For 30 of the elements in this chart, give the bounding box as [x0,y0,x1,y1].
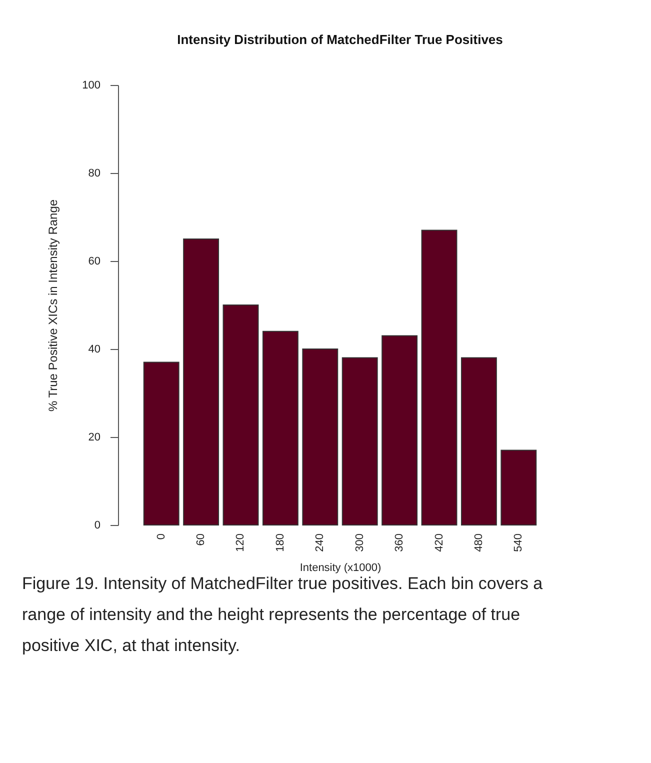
bar [460,357,497,526]
x-tick-label: 0 [155,534,168,540]
x-tick-label: 180 [274,534,286,552]
bar [302,348,338,526]
y-tick-label: 20 [88,432,100,444]
y-tick-label: 100 [82,80,100,92]
bar [222,304,259,526]
x-tick-label: 300 [354,534,366,552]
bar [500,450,537,526]
bar [183,238,220,526]
bar [382,335,418,526]
y-axis-title: % True Positive XICs in Intensity Range [46,199,60,412]
x-tick-label: 480 [472,534,485,552]
x-tick-label: 540 [512,534,525,552]
y-tick-label: 60 [88,256,100,268]
bar [262,330,298,526]
x-tick-label: 420 [433,534,446,552]
bar [342,357,378,526]
x-axis-title: Intensity (x1000) [300,562,382,574]
bar [143,362,180,526]
caption: Figure 19. Intensity of MatchedFilter true positives. Each bin covers a range of intensity and the height represents the percentage of true positive XIC, at that intensity. [22,574,543,655]
bar [421,230,458,526]
x-tick-label: 360 [394,534,406,552]
y-tick-label: 0 [94,520,100,532]
x-tick-label: 240 [314,534,326,552]
y-tick-label: 40 [88,344,100,356]
x-tick-label: 120 [234,534,247,552]
chart-title: Intensity Distribution of MatchedFilter True Positives [177,32,503,47]
y-tick-label: 80 [88,168,100,180]
x-tick-label: 60 [195,534,208,546]
